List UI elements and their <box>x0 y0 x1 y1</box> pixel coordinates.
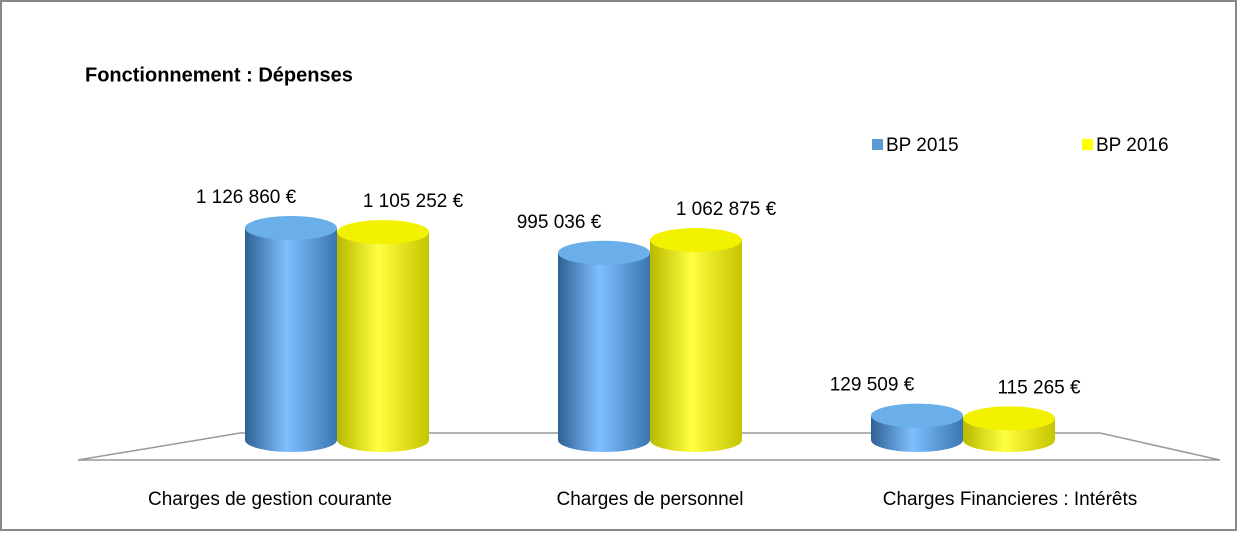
x-tick-label: Charges de gestion courante <box>148 489 392 510</box>
value-label: 129 509 € <box>830 375 915 396</box>
cylinder-top <box>963 406 1055 431</box>
value-label: 1 126 860 € <box>196 187 297 208</box>
legend-label: BP 2015 <box>886 135 959 156</box>
cylinder-body <box>245 228 337 452</box>
cylinder-body <box>337 232 429 452</box>
cylinder-top <box>558 240 650 265</box>
cylinder-body <box>650 240 742 452</box>
x-tick-label: Charges Financieres : Intérêts <box>883 489 1138 510</box>
cylinder-top <box>650 228 742 253</box>
legend-label: BP 2016 <box>1096 135 1169 156</box>
value-label: 995 036 € <box>517 212 602 233</box>
value-label: 115 265 € <box>997 377 1081 398</box>
cylinder-body <box>558 252 650 452</box>
legend-swatch <box>1082 139 1093 150</box>
value-label: 1 105 252 € <box>363 191 464 212</box>
cylinder-top <box>871 403 963 428</box>
cylinder-top <box>337 220 429 245</box>
legend-swatch <box>872 139 883 150</box>
x-tick-label: Charges de personnel <box>557 489 744 510</box>
chart-title: Fonctionnement : Dépenses <box>85 64 353 86</box>
value-label: 1 062 875 € <box>676 199 777 220</box>
cylinder-top <box>245 216 337 240</box>
floor <box>77 432 1221 461</box>
